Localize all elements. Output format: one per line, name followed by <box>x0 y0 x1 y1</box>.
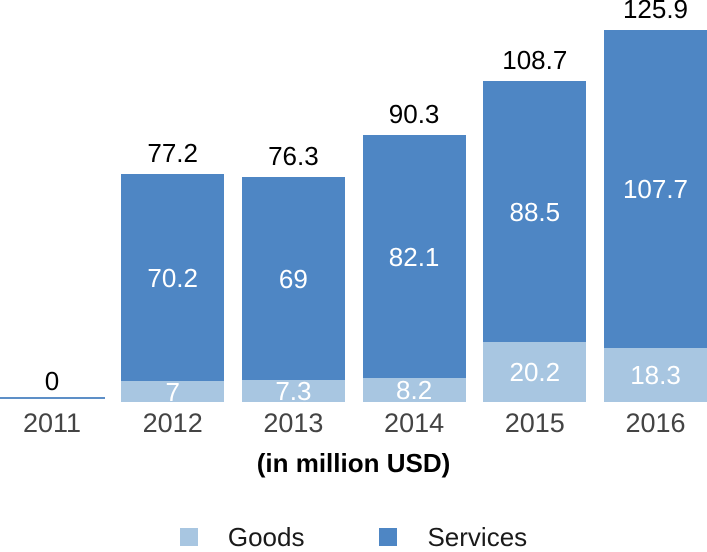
bar-column-2014: 82.1 8.2 <box>362 135 466 405</box>
axis-caption: (in million USD) <box>256 448 451 478</box>
x-tick-label: 2013 <box>263 408 324 438</box>
services-segment: 69 <box>241 176 345 381</box>
goods-segment: 7.3 <box>241 376 345 407</box>
legend-item-services: Services <box>379 524 527 550</box>
legend-label: Goods <box>227 522 305 552</box>
legend-item-goods: Goods <box>179 522 305 552</box>
x-tick-label: 2015 <box>504 408 565 438</box>
legend: Goods Services <box>0 524 707 550</box>
services-segment: 88.5 <box>483 81 587 343</box>
x-tick-label: 2011 <box>22 408 82 438</box>
services-segment: 70.2 <box>121 174 225 382</box>
legend-swatch-icon <box>379 528 398 546</box>
goods-value-label: 8.2 <box>396 374 433 405</box>
goods-segment: 8.2 <box>362 374 466 405</box>
total-label: 77.2 <box>147 138 198 169</box>
services-value-label: 82.1 <box>388 241 440 272</box>
x-tick-label: 2012 <box>142 408 203 438</box>
bar-column-2013: 69 7.3 <box>241 176 345 407</box>
plot-area: 0 70.2 7 77.2 69 7.3 76.3 82.1 8.2 90.3 88.5 20.2 10… <box>0 0 707 402</box>
x-axis: 2011 2012 2013 2014 2015 2016 <box>0 408 707 441</box>
x-tick-label: 2016 <box>625 408 686 438</box>
total-label: 108.7 <box>502 45 568 76</box>
services-value-label: 70.2 <box>147 262 198 293</box>
legend-label: Services <box>427 522 528 552</box>
services-value-label: 69 <box>278 263 308 294</box>
goods-value-label: 7.3 <box>275 376 312 407</box>
zero-value-line <box>0 397 105 399</box>
goods-segment: 20.2 <box>483 342 587 402</box>
services-segment: 107.7 <box>604 30 707 348</box>
services-segment: 82.1 <box>362 135 466 378</box>
goods-value-label: 18.3 <box>630 359 681 390</box>
total-label: 125.9 <box>622 0 689 25</box>
total-label: 90.3 <box>388 99 440 130</box>
services-value-label: 107.7 <box>622 174 689 205</box>
bar-column-2012: 70.2 7 <box>121 174 225 407</box>
services-value-label: 88.5 <box>509 196 561 227</box>
goods-value-label: 20.2 <box>509 357 561 388</box>
total-label: 0 <box>44 366 60 396</box>
total-label: 76.3 <box>268 140 319 171</box>
x-tick-label: 2014 <box>384 408 445 438</box>
bar-column-2015: 88.5 20.2 <box>483 81 587 402</box>
goods-segment: 18.3 <box>604 347 707 402</box>
goods-value-label: 7 <box>165 376 180 407</box>
goods-segment: 7 <box>121 376 225 407</box>
legend-swatch-icon <box>179 528 198 546</box>
bar-column-2016: 107.7 18.3 <box>604 30 707 402</box>
